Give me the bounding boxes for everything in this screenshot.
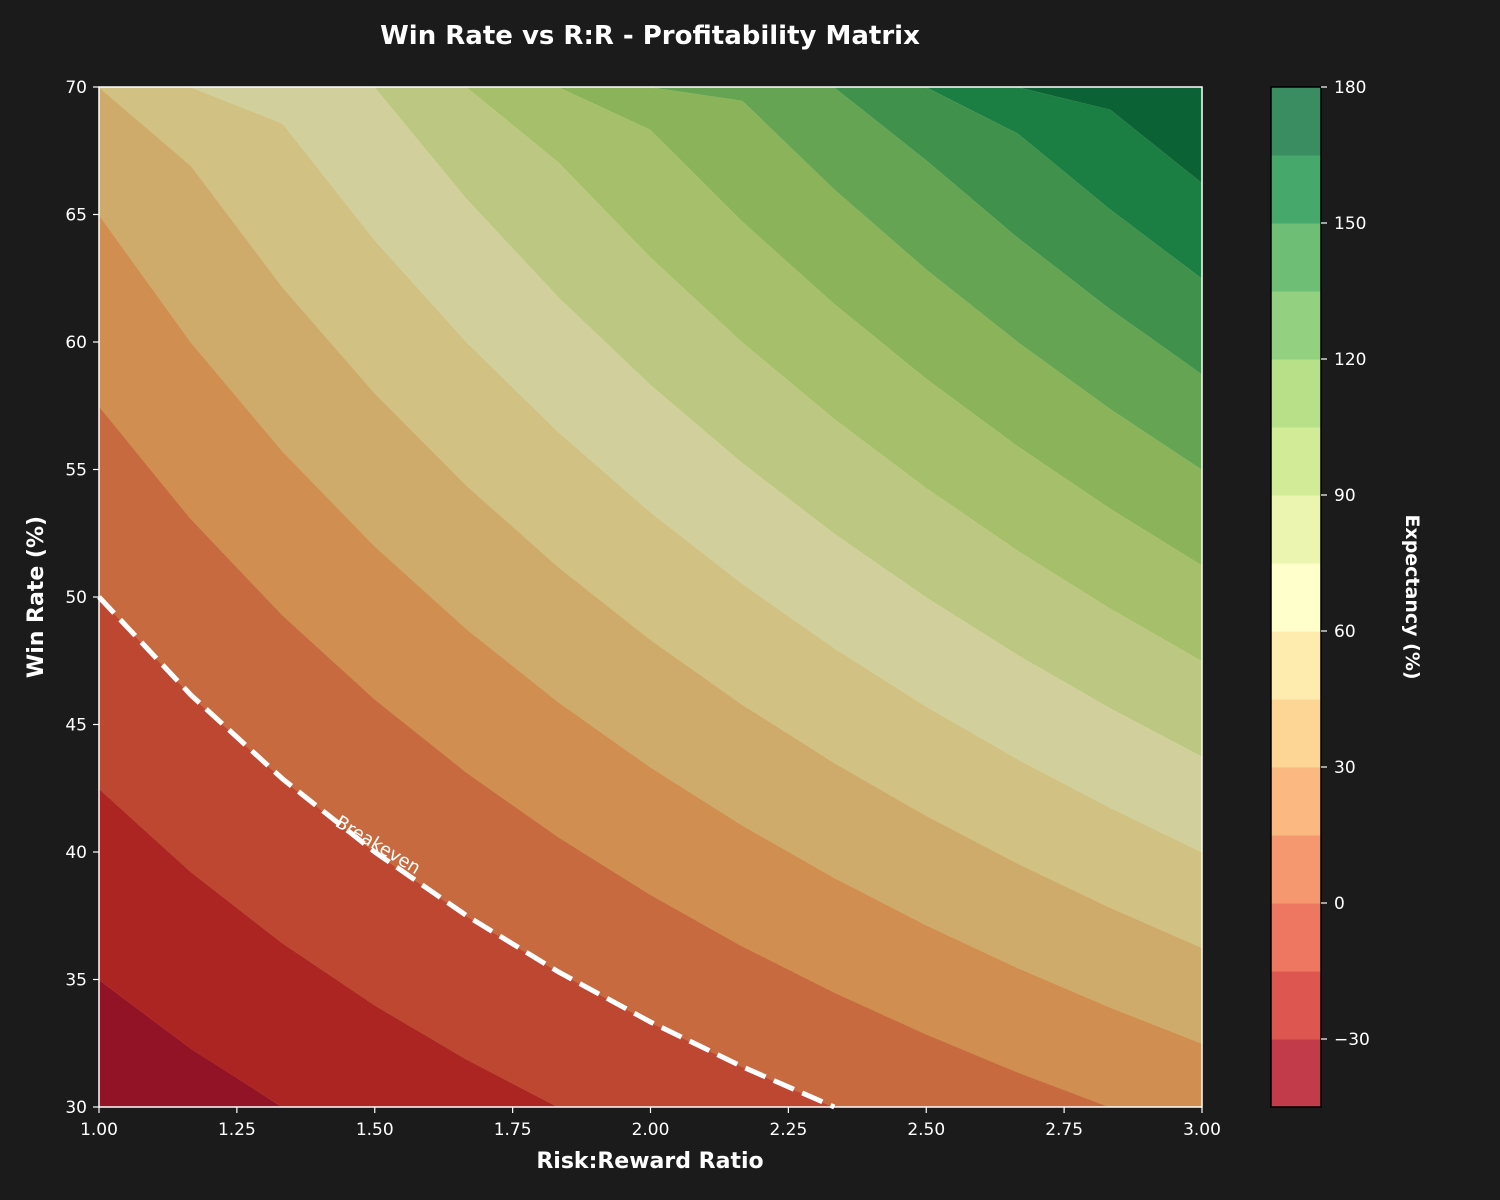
y-tick-label: 30 <box>65 1098 87 1118</box>
colorbar-tick-label: 90 <box>1334 486 1356 506</box>
colorbar-segment <box>1271 631 1321 700</box>
colorbar-segment <box>1271 87 1321 156</box>
x-tick-label: 1.25 <box>218 1120 256 1140</box>
x-axis-label: Risk:Reward Ratio <box>536 1149 763 1174</box>
colorbar-segment <box>1271 835 1321 904</box>
y-tick-label: 55 <box>65 461 87 481</box>
colorbar-segment <box>1271 155 1321 224</box>
colorbar-segment <box>1271 563 1321 632</box>
y-tick-label: 45 <box>65 716 87 736</box>
x-tick-label: 3.00 <box>1183 1120 1221 1140</box>
colorbar-frame <box>1270 86 1322 1108</box>
x-axis: 1.00 1.25 1.50 1.75 2.00 2.25 2.50 2.75 3.00 <box>80 1107 1221 1140</box>
breakeven-line <box>97 595 836 1110</box>
y-tick-label: 35 <box>65 971 87 991</box>
colorbar-segment <box>1271 359 1321 428</box>
colorbar-segment <box>1271 767 1321 836</box>
x-tick-label: 2.50 <box>907 1120 945 1140</box>
y-tick-label: 70 <box>65 78 87 98</box>
colorbar: −30 0 30 60 90 120 150 180 <box>1270 78 1370 1108</box>
x-tick-label: 2.75 <box>1045 1120 1083 1140</box>
x-tick-label: 1.50 <box>356 1120 394 1140</box>
contour-bands <box>98 86 1203 1108</box>
y-axis: 30 35 40 45 50 55 60 65 70 <box>65 78 99 1118</box>
x-tick-label: 2.00 <box>632 1120 670 1140</box>
colorbar-tick-label: 120 <box>1334 350 1366 370</box>
colorbar-tick-label: 150 <box>1334 214 1366 234</box>
y-tick-label: 50 <box>65 588 87 608</box>
y-tick-label: 60 <box>65 333 87 353</box>
colorbar-segment <box>1271 291 1321 360</box>
y-axis-label: Win Rate (%) <box>24 516 49 678</box>
colorbar-segment <box>1271 427 1321 496</box>
x-tick-label: 2.25 <box>769 1120 807 1140</box>
colorbar-tick-label: 180 <box>1334 78 1366 98</box>
y-tick-label: 40 <box>65 843 87 863</box>
colorbar-segment <box>1271 971 1321 1040</box>
colorbar-segment <box>1271 699 1321 768</box>
colorbar-segment <box>1271 495 1321 564</box>
colorbar-label: Expectancy (%) <box>1401 514 1423 679</box>
colorbar-tick-label: 0 <box>1334 894 1345 914</box>
x-tick-label: 1.00 <box>80 1120 118 1140</box>
chart-title: Win Rate vs R:R - Profitability Matrix <box>380 21 920 51</box>
colorbar-segment <box>1271 903 1321 972</box>
colorbar-tick-label: 30 <box>1334 758 1356 778</box>
colorbar-tick-label: 60 <box>1334 622 1356 642</box>
colorbar-segment <box>1271 223 1321 292</box>
x-tick-label: 1.75 <box>494 1120 532 1140</box>
colorbar-segment <box>1271 1039 1321 1108</box>
colorbar-tick-label: −30 <box>1334 1030 1370 1050</box>
y-tick-label: 65 <box>65 206 87 226</box>
